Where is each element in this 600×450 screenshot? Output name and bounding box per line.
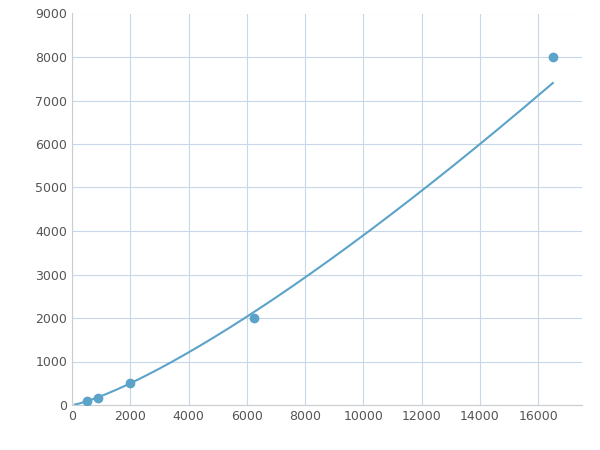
Point — [94, 395, 103, 402]
Point — [82, 397, 91, 404]
Point — [125, 380, 135, 387]
Point — [250, 315, 259, 322]
Point — [548, 54, 557, 61]
